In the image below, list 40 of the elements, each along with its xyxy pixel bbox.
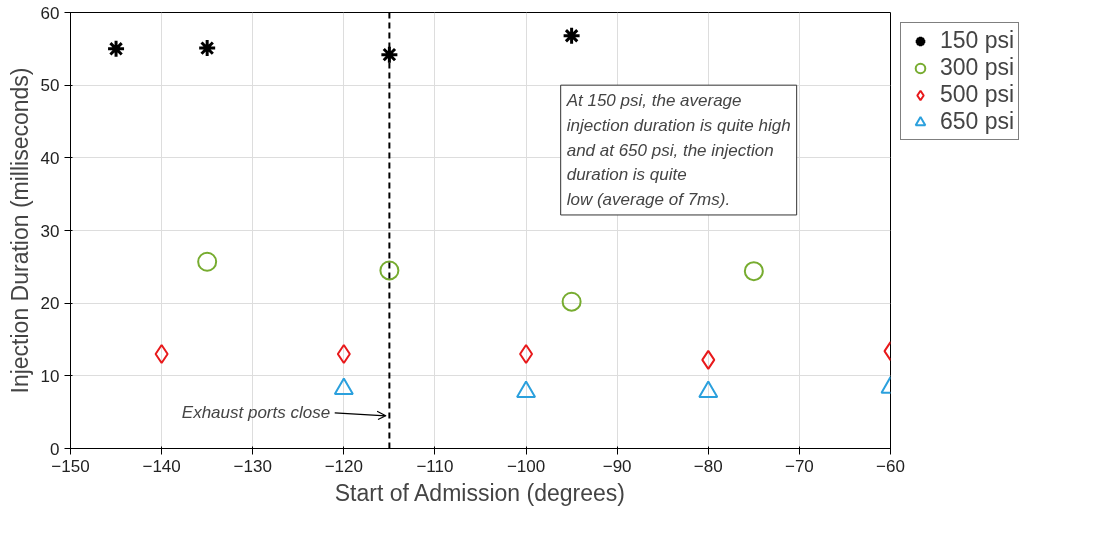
annotation: Exhaust ports close [181,403,331,423]
point [698,380,719,399]
x-tick-label: −110 [416,456,454,476]
y-tick-label: 60 [40,3,60,23]
point [516,380,537,399]
y-axis-title: Injection Duration (milliseconds) [6,67,33,394]
y-tick-label: 0 [50,439,60,459]
point [106,39,126,59]
point [336,344,351,365]
point [197,251,218,272]
legend-label: 500 psi [940,81,1015,108]
point [379,260,400,281]
x-tick-label: −130 [233,456,272,476]
point [562,26,582,46]
y-tick-label: 50 [40,76,60,96]
y-tick-label: 20 [40,294,60,314]
x-tick-label: −140 [142,456,181,476]
x-tick-label: −80 [693,456,723,476]
point [743,261,764,282]
y-tick-label: 10 [40,366,60,386]
legend-label: 150 psi [940,27,1015,54]
point [154,344,169,365]
x-axis-title: Start of Admission (degrees) [334,479,625,506]
x-tick-label: −100 [506,456,546,476]
point [197,38,217,58]
x-tick-label: −70 [784,456,814,476]
legend-label: 650 psi [940,108,1015,135]
point [379,45,399,65]
point [519,344,534,365]
point [701,349,716,370]
point [561,291,582,312]
annotation: At 150 psi, the average injection duration is quite high and at 650 psi, the injection duration is quite low (average of 7ms). [565,91,791,209]
legend-label: 300 psi [940,54,1015,81]
point [333,377,354,396]
y-tick-label: 30 [40,221,60,241]
x-tick-label: −90 [602,456,632,476]
x-tick-label: −150 [51,456,90,476]
x-tick-label: −120 [324,456,363,476]
x-tick-label: −60 [876,456,905,476]
y-tick-label: 40 [40,148,60,168]
